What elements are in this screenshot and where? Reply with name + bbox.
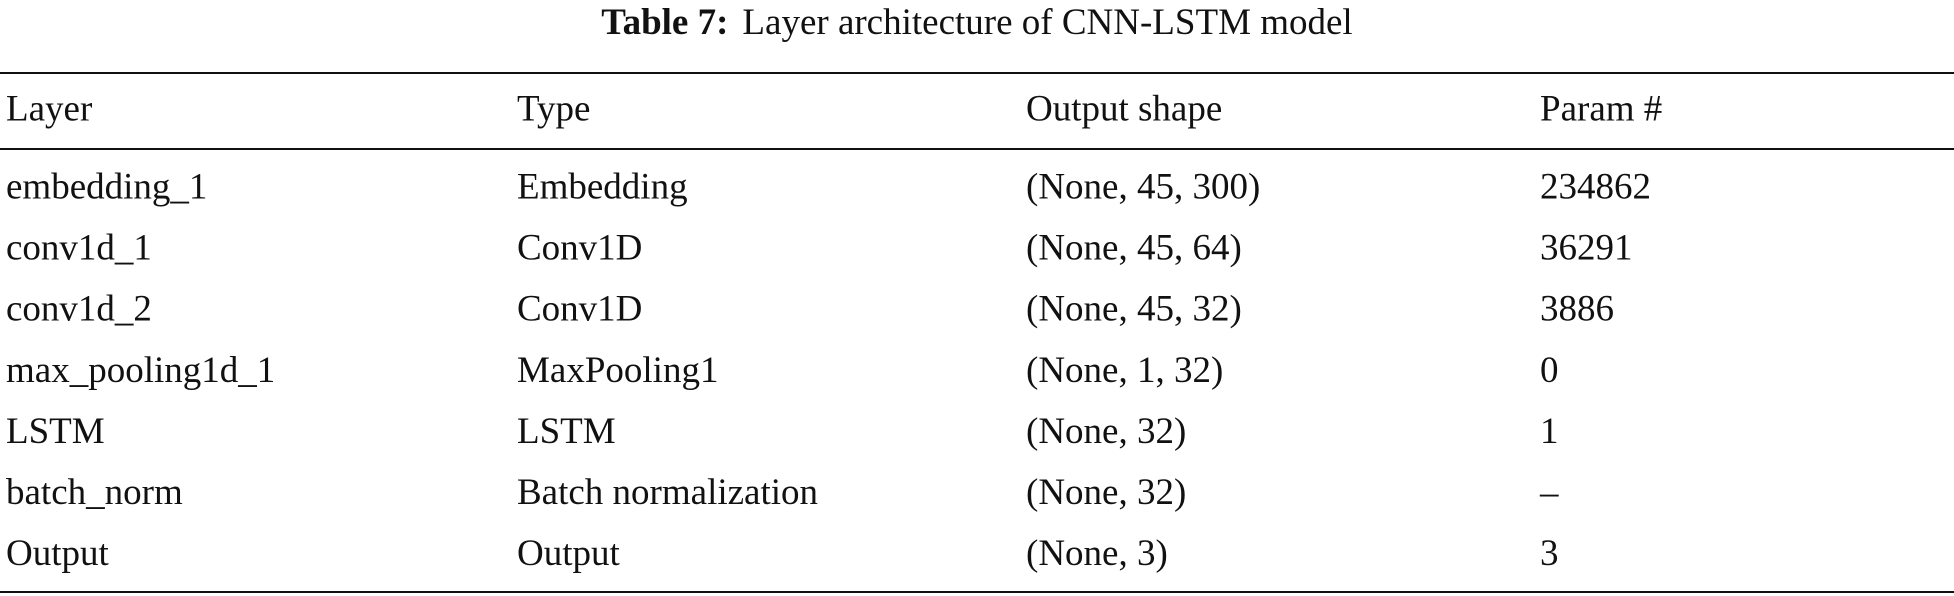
table-cell: 234862 <box>1540 166 1651 207</box>
caption: Table 7: Layer architecture of CNN-LSTM m… <box>601 2 1352 43</box>
header-cell: Type <box>517 88 590 129</box>
table-cell: 3886 <box>1540 289 1614 330</box>
table-cell: conv1d_1 <box>6 228 152 269</box>
table-cell: (None, 45, 300) <box>1026 166 1260 207</box>
table-cell: LSTM <box>6 411 105 452</box>
table-cell: LSTM <box>517 411 616 452</box>
table-cell: 1 <box>1540 411 1559 452</box>
table-cell: Output <box>6 533 110 574</box>
table-cell: 0 <box>1540 350 1559 391</box>
table-cell: (None, 45, 32) <box>1026 289 1242 330</box>
table-cell: (None, 3) <box>1026 533 1168 574</box>
table-cell: Output <box>517 533 621 574</box>
table-cell: (None, 32) <box>1026 472 1186 513</box>
table-cell: Conv1D <box>517 289 642 330</box>
table-cell: (None, 1, 32) <box>1026 350 1223 391</box>
table-cell: embedding_1 <box>6 166 207 207</box>
table-cell: 36291 <box>1540 228 1633 269</box>
table-cell: (None, 32) <box>1026 411 1186 452</box>
table-cell: 3 <box>1540 533 1559 574</box>
table-cell: Embedding <box>517 166 688 207</box>
table-cell: MaxPooling1 <box>517 350 718 391</box>
header-cell: Layer <box>6 88 92 129</box>
table-cell: batch_norm <box>6 472 183 513</box>
caption-text: Layer architecture of CNN-LSTM model <box>742 2 1352 43</box>
table-cell: – <box>1539 472 1559 513</box>
header-cell: Param # <box>1540 88 1662 129</box>
table-cell: Conv1D <box>517 228 642 269</box>
table-cell: max_pooling1d_1 <box>6 350 275 391</box>
table-cell: conv1d_2 <box>6 289 152 330</box>
table-cell: (None, 45, 64) <box>1026 228 1242 269</box>
header-cell: Output shape <box>1026 88 1222 129</box>
caption-label: Table 7: <box>601 2 728 43</box>
table-cell: Batch normalization <box>517 472 818 513</box>
